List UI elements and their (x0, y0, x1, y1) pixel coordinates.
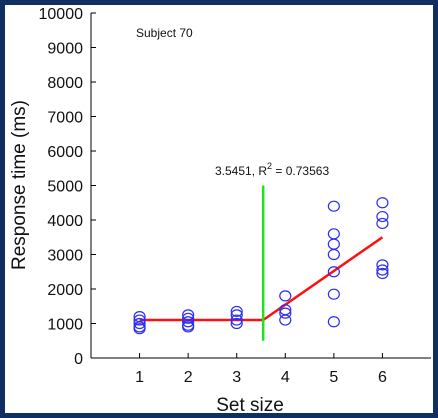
data-point (327, 266, 340, 278)
axes (90, 13, 431, 359)
data-point (230, 309, 243, 321)
x-tick-label: 2 (184, 369, 193, 386)
annotation-label: 3.5451, R2 = 0.73563 (215, 161, 329, 178)
data-point (327, 228, 340, 240)
data-point (327, 316, 340, 328)
data-point (376, 267, 389, 280)
data-point (279, 307, 292, 319)
y-tick-label: 6000 (47, 144, 83, 161)
data-point (230, 317, 243, 330)
y-tick-label: 8000 (47, 75, 83, 92)
fit-line (139, 236, 384, 322)
y-tick-label: 9000 (47, 41, 83, 58)
data-point (376, 210, 389, 223)
subject-label: Subject 70 (136, 26, 193, 40)
x-tick-label: 5 (329, 369, 338, 386)
data-point (230, 305, 243, 318)
data-point (327, 248, 340, 261)
y-tick-label: 1000 (47, 317, 83, 334)
data-point (182, 321, 195, 333)
data-point (376, 264, 389, 276)
y-tick-label: 2000 (47, 282, 83, 299)
annotation-sup: 2 (267, 161, 272, 171)
fit-line-group (139, 236, 384, 322)
x-tick-label: 4 (281, 369, 290, 386)
y-tick-label: 4000 (47, 213, 83, 230)
annotation-tail: = 0.73563 (272, 164, 329, 178)
x-tick-label: 1 (135, 369, 144, 386)
data-point (327, 238, 340, 250)
data-point (133, 317, 146, 330)
data-point (376, 217, 389, 230)
x-tick-label: 6 (378, 369, 387, 386)
y-axis-label: Response time (ms) (9, 100, 30, 270)
data-point (182, 312, 195, 324)
annotation-main: 3.5451, R (215, 164, 267, 178)
chart-canvas: 0 1000 2000 3000 4000 5000 6000 7000 8000 9000 100… (5, 5, 433, 413)
y-tick-label: 10000 (39, 6, 84, 23)
y-tick-label: 7000 (47, 110, 83, 127)
y-tick-label: 3000 (47, 248, 83, 265)
y-axis-ticks: 0 1000 2000 3000 4000 5000 6000 7000 8000 9000 100… (39, 6, 96, 368)
data-point (376, 259, 389, 271)
y-tick-label: 0 (74, 351, 83, 368)
data-point (133, 314, 146, 326)
x-axis-label: Set size (216, 395, 284, 413)
data-point (279, 314, 292, 326)
scatter-chart: 0 1000 2000 3000 4000 5000 6000 7000 8000 9000 100… (9, 6, 431, 413)
y-tick-label: 5000 (47, 179, 83, 196)
data-point (279, 290, 292, 302)
data-point (133, 323, 146, 335)
data-point (182, 316, 195, 328)
points-group (133, 197, 389, 335)
data-point (376, 197, 389, 209)
data-point (230, 314, 243, 326)
x-tick-label: 3 (232, 369, 241, 386)
data-point (327, 288, 340, 300)
x-axis-ticks: 1 2 3 4 5 6 (135, 353, 387, 386)
data-point (327, 200, 340, 212)
